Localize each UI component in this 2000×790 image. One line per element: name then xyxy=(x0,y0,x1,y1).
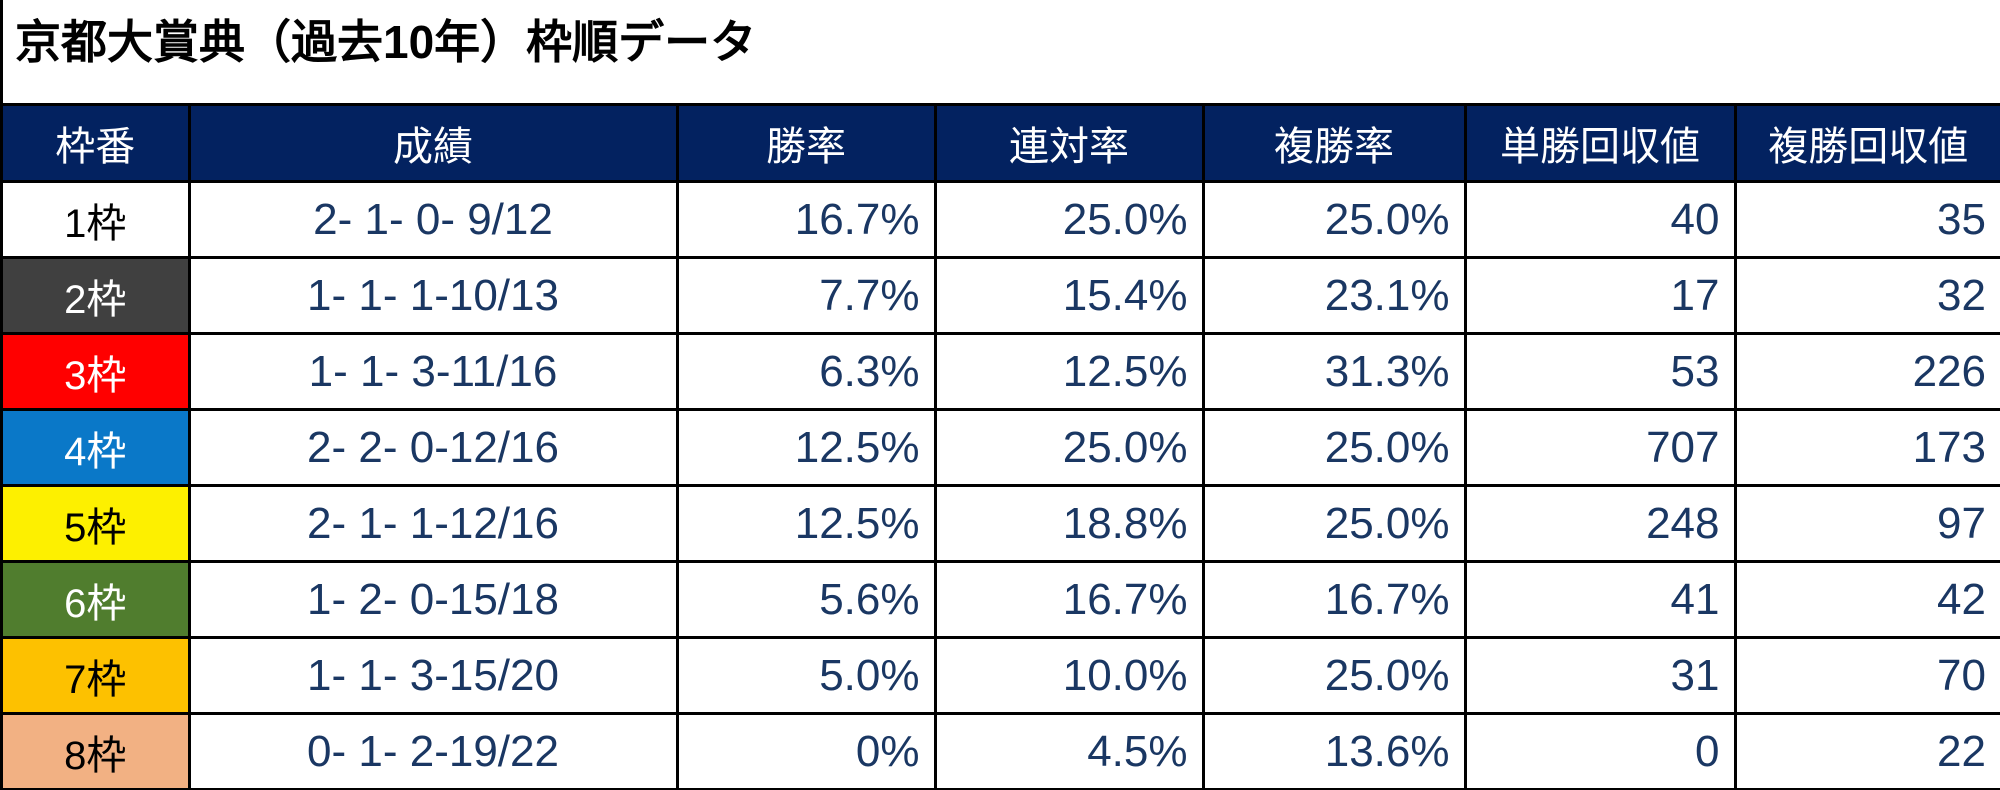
header-frame-number: 枠番 xyxy=(3,103,191,183)
win-return-cell: 31 xyxy=(1463,636,1737,715)
place-rate-cell: 31.3% xyxy=(1201,332,1467,411)
win-rate-cell: 7.7% xyxy=(675,256,937,335)
table-row: 1枠 2- 1- 0- 9/12 16.7% 25.0% 25.0% 40 35 xyxy=(3,180,2000,259)
table-header-row: 枠番 成績 勝率 連対率 複勝率 単勝回収値 複勝回収値 xyxy=(3,103,2000,183)
frame-number-cell: 8枠 xyxy=(3,712,191,790)
table-row: 4枠 2- 2- 0-12/16 12.5% 25.0% 25.0% 707 1… xyxy=(3,408,2000,487)
place-return-cell: 97 xyxy=(1733,484,2000,563)
place-return-cell: 22 xyxy=(1733,712,2000,790)
place-return-cell: 42 xyxy=(1733,560,2000,639)
quinella-rate-cell: 25.0% xyxy=(933,408,1205,487)
record-cell: 2- 2- 0-12/16 xyxy=(187,408,679,487)
frame-number-cell: 6枠 xyxy=(3,560,191,639)
win-rate-cell: 12.5% xyxy=(675,408,937,487)
table-row: 7枠 1- 1- 3-15/20 5.0% 10.0% 25.0% 31 70 xyxy=(3,636,2000,715)
record-cell: 1- 1- 3-15/20 xyxy=(187,636,679,715)
place-rate-cell: 25.0% xyxy=(1201,408,1467,487)
place-rate-cell: 25.0% xyxy=(1201,636,1467,715)
place-return-cell: 32 xyxy=(1733,256,2000,335)
header-place-return: 複勝回収値 xyxy=(1733,103,2000,183)
record-cell: 1- 2- 0-15/18 xyxy=(187,560,679,639)
win-return-cell: 41 xyxy=(1463,560,1737,639)
table-row: 3枠 1- 1- 3-11/16 6.3% 12.5% 31.3% 53 226 xyxy=(3,332,2000,411)
frame-number-cell: 5枠 xyxy=(3,484,191,563)
frame-number-cell: 2枠 xyxy=(3,256,191,335)
place-return-cell: 173 xyxy=(1733,408,2000,487)
place-rate-cell: 25.0% xyxy=(1201,180,1467,259)
record-cell: 2- 1- 1-12/16 xyxy=(187,484,679,563)
win-return-cell: 17 xyxy=(1463,256,1737,335)
table-row: 2枠 1- 1- 1-10/13 7.7% 15.4% 23.1% 17 32 xyxy=(3,256,2000,335)
table-row: 6枠 1- 2- 0-15/18 5.6% 16.7% 16.7% 41 42 xyxy=(3,560,2000,639)
header-win-rate: 勝率 xyxy=(675,103,937,183)
place-return-cell: 35 xyxy=(1733,180,2000,259)
record-cell: 1- 1- 1-10/13 xyxy=(187,256,679,335)
quinella-rate-cell: 16.7% xyxy=(933,560,1205,639)
page-title: 京都大賞典（過去10年）枠順データ xyxy=(15,16,757,68)
quinella-rate-cell: 4.5% xyxy=(933,712,1205,790)
header-quinella-rate: 連対率 xyxy=(933,103,1205,183)
frame-number-cell: 7枠 xyxy=(3,636,191,715)
record-cell: 0- 1- 2-19/22 xyxy=(187,712,679,790)
frame-number-cell: 4枠 xyxy=(3,408,191,487)
record-cell: 2- 1- 0- 9/12 xyxy=(187,180,679,259)
header-record: 成績 xyxy=(187,103,679,183)
win-rate-cell: 12.5% xyxy=(675,484,937,563)
place-rate-cell: 23.1% xyxy=(1201,256,1467,335)
quinella-rate-cell: 12.5% xyxy=(933,332,1205,411)
header-win-return: 単勝回収値 xyxy=(1463,103,1737,183)
win-return-cell: 707 xyxy=(1463,408,1737,487)
place-rate-cell: 16.7% xyxy=(1201,560,1467,639)
frame-stats-table: 枠番 成績 勝率 連対率 複勝率 単勝回収値 複勝回収値 1枠 2- 1- 0-… xyxy=(3,103,2000,790)
win-return-cell: 40 xyxy=(1463,180,1737,259)
place-return-cell: 226 xyxy=(1733,332,2000,411)
win-rate-cell: 16.7% xyxy=(675,180,937,259)
record-cell: 1- 1- 3-11/16 xyxy=(187,332,679,411)
table-row: 8枠 0- 1- 2-19/22 0% 4.5% 13.6% 0 22 xyxy=(3,712,2000,790)
place-rate-cell: 13.6% xyxy=(1201,712,1467,790)
win-rate-cell: 5.0% xyxy=(675,636,937,715)
win-rate-cell: 5.6% xyxy=(675,560,937,639)
quinella-rate-cell: 18.8% xyxy=(933,484,1205,563)
quinella-rate-cell: 10.0% xyxy=(933,636,1205,715)
win-return-cell: 53 xyxy=(1463,332,1737,411)
frame-number-cell: 1枠 xyxy=(3,180,191,259)
frame-number-cell: 3枠 xyxy=(3,332,191,411)
win-return-cell: 248 xyxy=(1463,484,1737,563)
win-return-cell: 0 xyxy=(1463,712,1737,790)
quinella-rate-cell: 15.4% xyxy=(933,256,1205,335)
header-place-rate: 複勝率 xyxy=(1201,103,1467,183)
place-rate-cell: 25.0% xyxy=(1201,484,1467,563)
table-row: 5枠 2- 1- 1-12/16 12.5% 18.8% 25.0% 248 9… xyxy=(3,484,2000,563)
place-return-cell: 70 xyxy=(1733,636,2000,715)
quinella-rate-cell: 25.0% xyxy=(933,180,1205,259)
win-rate-cell: 6.3% xyxy=(675,332,937,411)
win-rate-cell: 0% xyxy=(675,712,937,790)
